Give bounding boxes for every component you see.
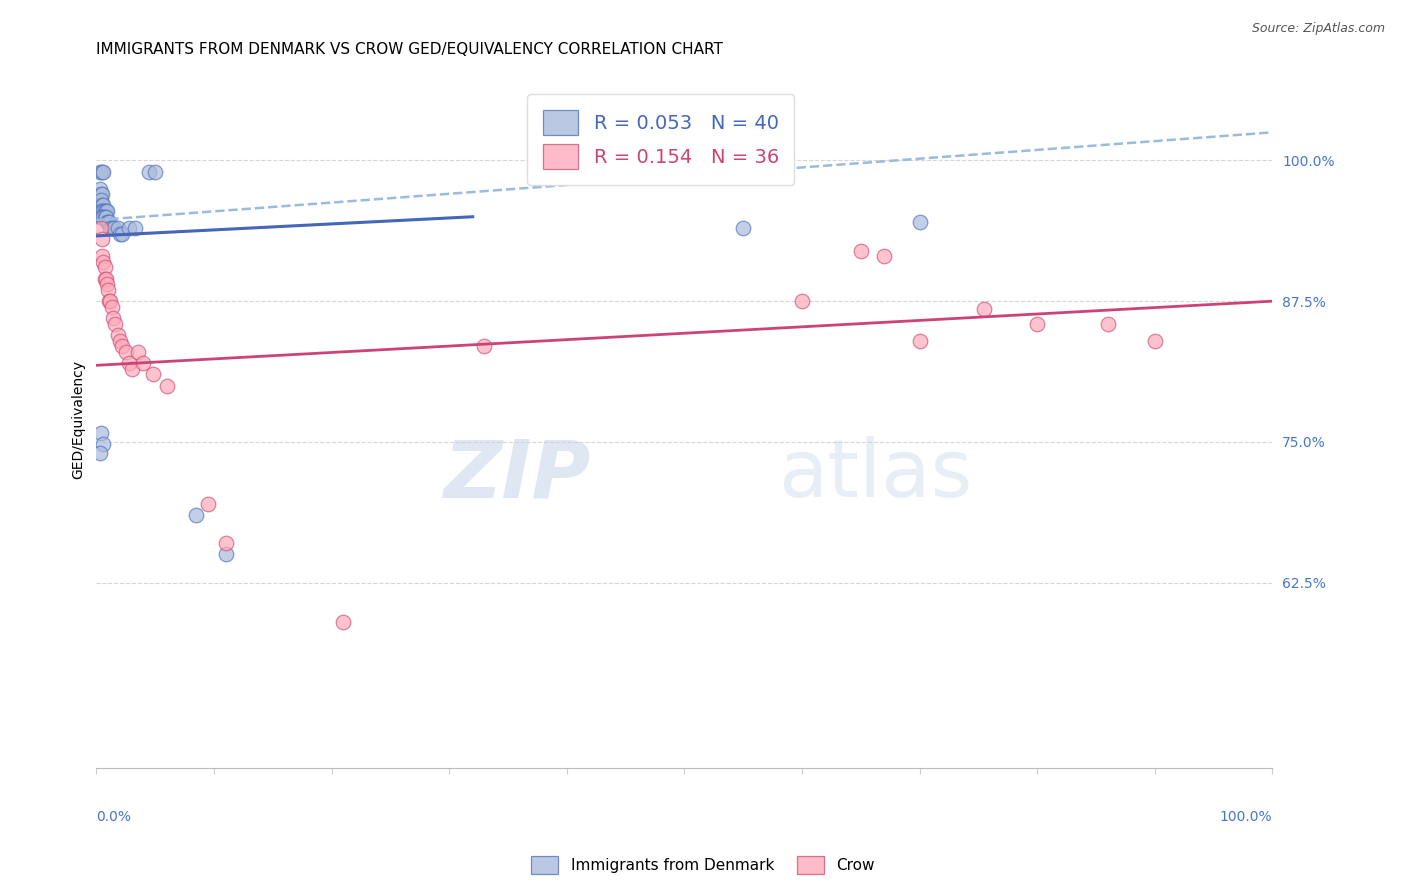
Point: [94, 271, 117, 285]
Point: [156, 378, 179, 392]
Point: [101, 311, 124, 326]
Point: [908, 215, 931, 229]
Text: 100.0%: 100.0%: [1220, 810, 1272, 824]
Point: [790, 294, 813, 309]
Point: [90, 204, 112, 219]
Point: [973, 301, 995, 316]
Point: [90, 221, 112, 235]
Point: [96, 204, 118, 219]
Point: [908, 334, 931, 348]
Point: [93, 271, 115, 285]
Point: [91, 249, 114, 263]
Point: [93, 437, 115, 451]
Point: [94, 210, 117, 224]
Point: [100, 221, 122, 235]
Point: [1026, 317, 1049, 331]
Point: [91, 204, 114, 219]
Point: [93, 165, 115, 179]
Point: [97, 283, 120, 297]
Point: [91, 210, 114, 224]
Point: [118, 221, 141, 235]
Point: [93, 198, 115, 212]
Point: [474, 339, 496, 353]
Point: [124, 221, 146, 235]
Point: [91, 187, 114, 202]
Point: [1143, 334, 1166, 348]
Point: [91, 232, 114, 246]
Point: [93, 210, 115, 224]
Point: [121, 361, 143, 376]
Point: [138, 165, 160, 179]
Point: [100, 300, 122, 314]
Point: [93, 210, 115, 224]
Point: [118, 356, 141, 370]
Point: [103, 221, 125, 235]
Point: [215, 548, 238, 562]
Point: [1097, 317, 1119, 331]
Point: [89, 181, 111, 195]
Point: [100, 221, 122, 235]
Point: [197, 497, 219, 511]
Point: [215, 536, 238, 550]
Point: [873, 249, 896, 263]
Legend: Immigrants from Denmark, Crow: Immigrants from Denmark, Crow: [524, 850, 882, 880]
Point: [143, 165, 166, 179]
Text: ZIP: ZIP: [443, 436, 591, 514]
Point: [107, 327, 129, 342]
Point: [127, 344, 149, 359]
Point: [733, 221, 755, 235]
Point: [89, 446, 111, 460]
Point: [98, 294, 121, 309]
Point: [98, 215, 121, 229]
Point: [132, 356, 155, 370]
Point: [90, 425, 112, 440]
Point: [90, 187, 112, 202]
Point: [91, 198, 114, 212]
Point: [91, 165, 114, 179]
Point: [93, 204, 115, 219]
Point: [111, 227, 134, 241]
Point: [90, 193, 112, 207]
Point: [332, 615, 354, 629]
Point: [97, 215, 120, 229]
Y-axis label: GED/Equivalency: GED/Equivalency: [72, 359, 86, 479]
Point: [100, 294, 122, 309]
Point: [114, 344, 136, 359]
Point: [96, 277, 118, 292]
Legend: R = 0.053   N = 40, R = 0.154   N = 36: R = 0.053 N = 40, R = 0.154 N = 36: [527, 94, 794, 185]
Text: Source: ZipAtlas.com: Source: ZipAtlas.com: [1251, 22, 1385, 36]
Point: [108, 334, 131, 348]
Text: 0.0%: 0.0%: [97, 810, 131, 824]
Text: atlas: atlas: [779, 436, 973, 514]
Point: [186, 508, 208, 522]
Point: [93, 204, 115, 219]
Point: [108, 227, 131, 241]
Point: [107, 221, 129, 235]
Point: [142, 368, 165, 382]
Point: [849, 244, 872, 258]
Point: [89, 165, 111, 179]
Point: [90, 210, 112, 224]
Point: [94, 204, 117, 219]
Text: IMMIGRANTS FROM DENMARK VS CROW GED/EQUIVALENCY CORRELATION CHART: IMMIGRANTS FROM DENMARK VS CROW GED/EQUI…: [97, 42, 723, 57]
Point: [96, 215, 118, 229]
Point: [104, 317, 127, 331]
Point: [111, 339, 134, 353]
Point: [93, 260, 115, 275]
Point: [93, 254, 115, 268]
